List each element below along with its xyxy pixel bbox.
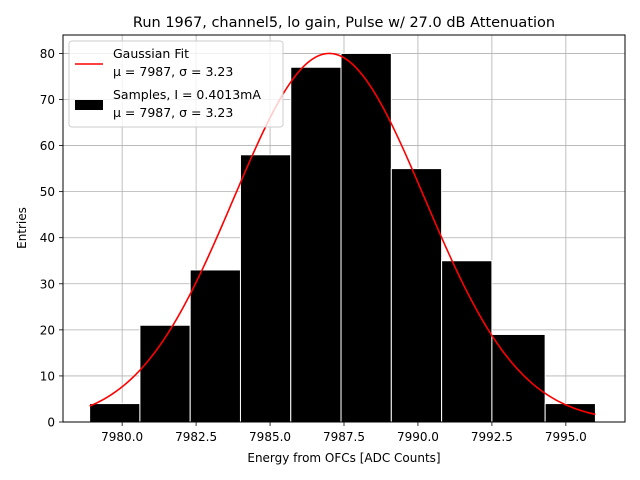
legend-box [68, 40, 284, 128]
gaussian-fit-line [89, 52, 596, 416]
histogram-bar [139, 324, 191, 423]
legend: Gaussian Fit μ = 7987, σ = 3.23 Samples,… [68, 40, 284, 128]
x-tick-label: 7987.5 [323, 430, 365, 444]
x-tick-label: 7985.0 [249, 430, 291, 444]
x-tick-label: 7992.5 [471, 430, 513, 444]
histogram-bar [239, 154, 292, 423]
legend-fit-label: Gaussian Fit [113, 46, 189, 61]
legend-samples-label: Samples, I = 0.4013mA [113, 87, 261, 102]
y-tick-label: 50 [40, 185, 55, 199]
histogram-bar [441, 260, 493, 423]
histogram-bar [340, 52, 392, 423]
y-axis-label: Entries [15, 207, 29, 249]
legend-samples-swatch [75, 100, 103, 110]
y-axis: 0 10 20 30 40 50 60 70 80 [40, 47, 63, 430]
legend-samples-stats: μ = 7987, σ = 3.23 [113, 105, 233, 120]
histogram-bar [390, 168, 443, 423]
y-tick-label: 70 [40, 93, 55, 107]
bars-layer [89, 52, 596, 423]
y-tick-label: 30 [40, 277, 55, 291]
y-tick-label: 0 [47, 416, 55, 430]
x-tick-label: 7982.5 [175, 430, 217, 444]
x-axis: 7980.0 7982.5 7985.0 7987.5 7990.0 7992.5 7995… [101, 422, 587, 444]
histogram-bar [290, 66, 342, 423]
fit-layer [89, 52, 596, 416]
x-axis-label: Energy from OFCs [ADC Counts] [247, 451, 440, 465]
y-tick-label: 10 [40, 369, 55, 383]
y-tick-label: 80 [40, 47, 55, 61]
y-tick-label: 20 [40, 323, 55, 337]
x-tick-label: 7990.0 [397, 430, 439, 444]
histogram-bar [89, 403, 141, 423]
legend-fit-stats: μ = 7987, σ = 3.23 [113, 64, 233, 79]
x-tick-label: 7995.0 [545, 430, 587, 444]
histogram-bar [189, 269, 241, 423]
x-tick-label: 7980.0 [101, 430, 143, 444]
y-tick-label: 40 [40, 231, 55, 245]
chart-title: Run 1967, channel5, lo gain, Pulse w/ 27… [133, 15, 555, 31]
y-tick-label: 60 [40, 139, 55, 153]
